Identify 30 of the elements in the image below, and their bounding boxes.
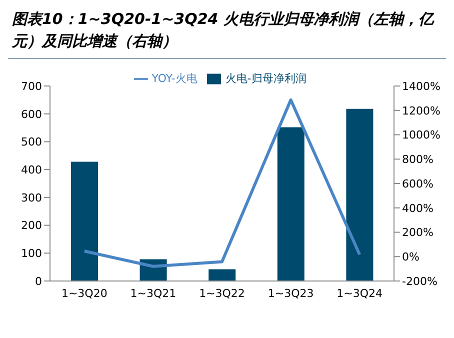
bar [346, 108, 374, 281]
bar [277, 127, 304, 281]
y-tick-label: 0 [35, 274, 42, 288]
legend-label: YOY-火电 [152, 72, 198, 85]
legend-label: 火电-归母净利润 [225, 72, 306, 85]
y2-tick-label: 1000% [402, 128, 440, 142]
y-tick-label: 500 [21, 136, 42, 149]
y2-tick-label: 200% [402, 226, 434, 240]
y-tick-label: 600 [21, 108, 42, 121]
chart-title: 图表10：1~3Q20-1~3Q24 火电行业归母净利润（左轴，亿元）及同比增速（右轴） [10, 9, 436, 52]
bar [71, 162, 98, 281]
y-tick-label: 300 [21, 191, 42, 204]
x-tick-label: 1~3Q24 [336, 286, 383, 300]
x-tick-label: 1~3Q20 [61, 286, 108, 300]
y-tick-label: 700 [21, 80, 42, 93]
line-series [82, 98, 362, 268]
y-tick-label: 400 [21, 163, 42, 176]
y-tick-label: 200 [21, 219, 42, 232]
y2-tick-label: 1400% [402, 80, 440, 93]
y2-tick-label: 600% [402, 177, 434, 190]
x-tick-label: 1~3Q23 [268, 286, 314, 300]
y2-tick-label: -200% [402, 274, 438, 288]
y2-tick-label: 800% [402, 153, 434, 166]
x-tick-label: 1~3Q22 [199, 286, 245, 300]
y-tick-label: 100 [21, 247, 42, 260]
x-tick-label: 1~3Q21 [130, 286, 176, 300]
y2-tick-label: 1200% [402, 104, 440, 118]
y2-tick-label: 400% [402, 202, 434, 215]
y2-tick-label: 0% [402, 250, 420, 264]
bar [208, 269, 236, 281]
